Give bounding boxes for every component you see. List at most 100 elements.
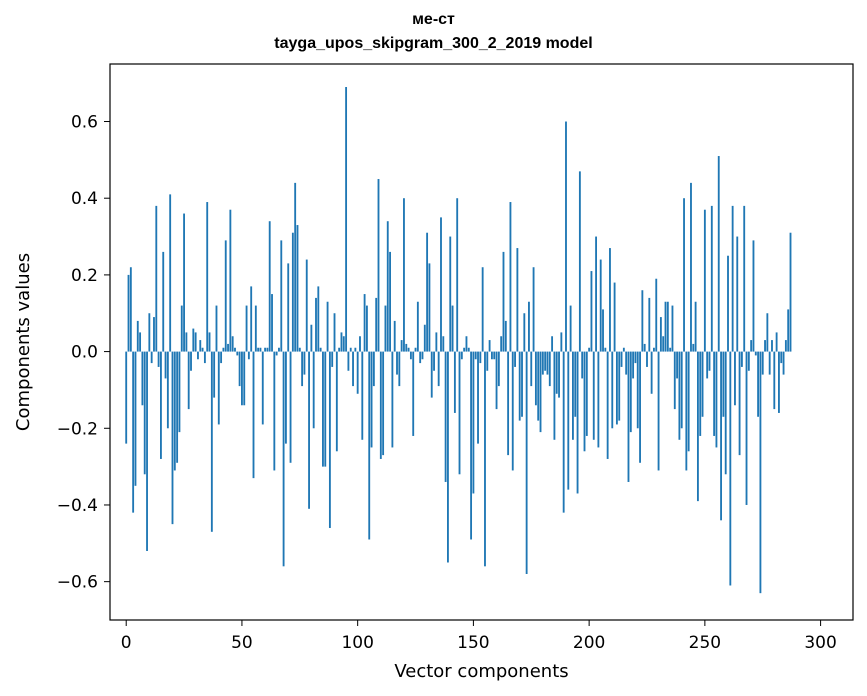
bar-component-152	[477, 351, 479, 444]
bar-component-280	[773, 351, 776, 410]
bar-component-34	[203, 351, 206, 364]
bar-component-18	[166, 351, 169, 429]
x-tick-label: 250	[689, 633, 721, 653]
bar-component-22	[176, 351, 179, 463]
bar-component-107	[372, 351, 375, 387]
bar-component-8	[143, 351, 146, 475]
bar-component-210	[611, 351, 614, 429]
bar-component-45	[229, 209, 232, 352]
chart-title-line-2: tayga_upos_skipgram_300_2_2019 model	[274, 35, 593, 52]
bar-component-135	[437, 351, 440, 387]
bar-component-254	[713, 351, 716, 436]
bar-component-153	[479, 351, 482, 364]
bar-component-99	[354, 347, 357, 352]
y-tick-label: 0.4	[71, 189, 98, 209]
bar-component-283	[780, 351, 783, 364]
bar-component-159	[493, 351, 496, 360]
bar-component-189	[562, 351, 565, 513]
bar-component-256	[717, 156, 720, 352]
bar-component-68	[282, 351, 285, 567]
bar-component-282	[778, 351, 780, 413]
bar-component-91	[335, 351, 338, 452]
bar-component-232	[662, 336, 665, 352]
bar-component-65	[275, 351, 278, 356]
bar-component-112	[384, 305, 387, 352]
bar-component-36	[208, 332, 211, 352]
bar-component-118	[398, 351, 401, 387]
bar-component-44	[227, 343, 229, 352]
bar-component-149	[470, 351, 473, 540]
bar-component-97	[349, 347, 352, 352]
bar-component-105	[368, 351, 371, 540]
bar-component-14	[157, 351, 160, 367]
bar-component-53	[247, 351, 250, 360]
bar-component-261	[729, 351, 732, 586]
bars-group	[125, 87, 792, 594]
bar-component-63	[271, 294, 273, 352]
bar-component-104	[366, 305, 368, 352]
bar-component-27	[187, 351, 190, 410]
bar-component-252	[708, 351, 711, 371]
bar-component-114	[389, 251, 391, 352]
bar-component-40	[217, 351, 220, 425]
x-axis-label: Vector components	[394, 661, 568, 682]
bar-component-78	[305, 259, 308, 352]
bar-component-121	[405, 343, 408, 352]
bar-component-195	[576, 351, 579, 494]
bar-component-4	[134, 351, 137, 486]
bar-component-284	[782, 351, 785, 375]
bar-component-278	[768, 351, 771, 375]
chart-title-line-1: ме-ст	[412, 11, 455, 28]
bar-component-238	[676, 351, 679, 379]
bar-component-130	[426, 232, 429, 352]
bar-component-209	[609, 248, 611, 352]
bar-component-230	[657, 351, 660, 471]
bar-component-191	[567, 351, 570, 490]
bar-component-108	[375, 297, 378, 352]
bar-component-150	[472, 351, 475, 494]
bar-component-101	[359, 336, 361, 352]
bar-component-71	[289, 351, 292, 463]
bar-component-122	[407, 347, 410, 352]
bar-component-134	[435, 332, 438, 352]
bar-component-179	[539, 351, 542, 433]
bar-component-15	[160, 351, 162, 459]
bar-component-190	[565, 121, 567, 352]
bar-component-23	[178, 351, 181, 433]
bar-component-281	[775, 332, 778, 352]
bar-component-11	[150, 351, 153, 364]
bar-component-84	[319, 347, 322, 352]
bar-component-187	[558, 351, 560, 398]
bar-component-19	[169, 194, 172, 352]
bar-component-94	[342, 336, 345, 352]
bar-component-185	[553, 351, 556, 440]
y-tick-label: 0.6	[71, 113, 98, 133]
bar-component-161	[497, 351, 500, 387]
bar-component-6	[139, 332, 142, 352]
bar-component-167	[511, 351, 514, 471]
bar-component-182	[546, 351, 549, 375]
bar-component-173	[525, 351, 528, 574]
bar-component-215	[622, 347, 625, 352]
bar-component-276	[764, 340, 766, 352]
bar-component-20	[171, 351, 174, 525]
bar-component-88	[328, 351, 331, 528]
bar-component-113	[386, 221, 389, 352]
x-tick-label: 50	[231, 633, 253, 653]
bar-component-3	[132, 351, 135, 513]
bar-component-66	[278, 347, 280, 352]
bar-component-217	[627, 351, 630, 482]
bar-component-273	[757, 351, 760, 417]
bar-component-123	[409, 351, 412, 360]
x-tick-label: 200	[573, 633, 605, 653]
bar-component-222	[639, 351, 641, 463]
bar-component-246	[694, 301, 697, 352]
bar-component-181	[544, 351, 547, 371]
y-tick-label: 0.0	[71, 343, 98, 363]
bar-component-197	[581, 351, 584, 379]
bar-component-155	[484, 351, 486, 567]
bar-component-249	[701, 351, 704, 417]
bar-component-214	[620, 351, 623, 367]
bar-component-60	[264, 347, 267, 352]
